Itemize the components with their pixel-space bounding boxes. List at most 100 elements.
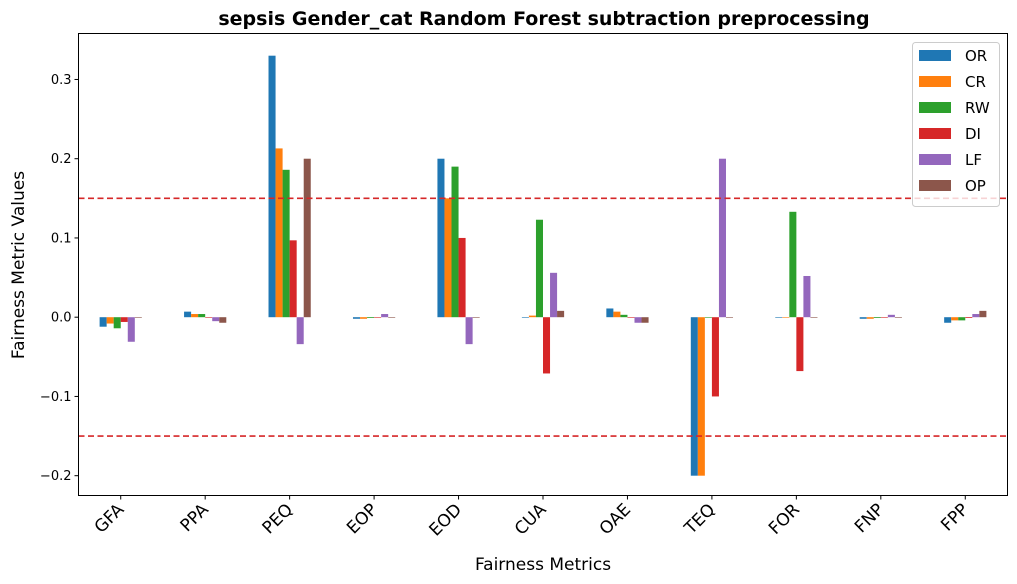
bar-lf-eod <box>465 317 473 345</box>
bar-lf-eop <box>381 314 389 318</box>
threshold-lines <box>78 197 1008 437</box>
bar-rw-gfa <box>113 317 121 329</box>
legend-swatch-or <box>919 50 951 61</box>
bar-cr-oae <box>613 311 621 318</box>
bar-lf-teq <box>718 158 726 318</box>
bar-rw-peq <box>282 169 290 318</box>
bar-lf-gfa <box>127 317 135 342</box>
bar-op-eod <box>472 317 480 318</box>
legend-label-rw: RW <box>965 99 990 117</box>
y-tick-label: 0.1 <box>51 231 72 246</box>
x-tick-label-for: FOR <box>765 500 804 539</box>
x-tick-label-fpp: FPP <box>937 500 973 536</box>
legend-swatch-op <box>919 180 951 191</box>
bar-or-fpp <box>944 317 952 323</box>
x-tick-label-ppa: PPA <box>177 500 213 536</box>
bar-cr-fpp <box>951 317 959 321</box>
x-tick-label-cua: CUA <box>511 500 551 540</box>
legend-label-op: OP <box>965 177 986 195</box>
x-tick-label-gfa: GFA <box>91 500 129 538</box>
bar-di-teq <box>711 317 719 397</box>
bar-op-eop <box>388 317 396 318</box>
bar-di-gfa <box>120 317 128 322</box>
bar-rw-ppa <box>198 314 206 318</box>
bar-rw-teq <box>704 317 712 318</box>
bar-di-peq <box>289 240 297 318</box>
bar-or-ppa <box>184 311 192 318</box>
bar-rw-fpp <box>958 317 966 321</box>
bar-lf-fnp <box>887 314 895 318</box>
legend-swatch-cr <box>919 76 951 87</box>
bar-lf-oae <box>634 317 642 323</box>
bar-or-gfa <box>99 317 107 327</box>
bar-di-fnp <box>880 317 888 318</box>
x-axis-ticks: GFA PPA PEQ EOP EOD CUA OAE TEQ FOR FNP FPP <box>91 495 973 540</box>
x-tick-label-oae: OAE <box>596 500 635 539</box>
bar-cr-for <box>782 317 790 318</box>
bar-lf-cua <box>550 272 558 318</box>
x-tick-label-eod: EOD <box>426 500 466 540</box>
bar-or-eop <box>352 317 361 319</box>
bar-di-fpp <box>965 317 973 318</box>
x-tick-label-teq: TEQ <box>680 500 719 539</box>
bar-di-cua <box>543 317 551 374</box>
bar-rw-for <box>789 211 797 318</box>
legend: OR CR RW DI LF OP <box>912 42 1000 207</box>
bar-di-ppa <box>205 317 213 318</box>
legend-label-cr: CR <box>965 73 986 91</box>
bar-op-fpp <box>979 310 987 318</box>
x-tick-label-peq: PEQ <box>259 500 297 538</box>
bar-rw-cua <box>535 219 543 318</box>
bar-or-teq <box>690 317 698 476</box>
bar-or-peq <box>268 55 276 318</box>
bar-op-cua <box>557 310 565 318</box>
y-tick-label: 0.2 <box>51 152 72 167</box>
bar-lf-peq <box>296 317 304 345</box>
bar-op-fnp <box>894 317 902 318</box>
bar-cr-teq <box>697 317 705 476</box>
bar-cr-eop <box>360 317 368 319</box>
bar-cr-eod <box>444 198 452 318</box>
bars-layer <box>99 55 987 476</box>
bar-op-gfa <box>134 317 142 318</box>
bar-di-for <box>796 317 804 372</box>
bar-di-oae <box>627 317 635 318</box>
x-tick-label-eop: EOP <box>343 500 381 538</box>
legend-swatch-lf <box>919 154 951 165</box>
bar-lf-for <box>803 275 811 318</box>
y-axis-label: Fairness Metric Values <box>9 171 29 359</box>
x-tick-label-fnp: FNP <box>851 500 888 537</box>
legend-label-or: OR <box>965 47 987 65</box>
bar-lf-ppa <box>212 317 220 322</box>
bar-or-eod <box>437 158 445 318</box>
bar-op-for <box>810 317 818 318</box>
bar-or-for <box>775 317 783 318</box>
bar-op-oae <box>641 317 649 323</box>
legend-swatch-rw <box>919 102 951 113</box>
bar-cr-gfa <box>106 317 114 324</box>
bar-op-ppa <box>219 317 227 323</box>
bar-cr-cua <box>528 315 536 318</box>
bar-rw-eod <box>451 166 459 318</box>
bar-cr-peq <box>275 148 283 318</box>
y-tick-label: 0.0 <box>51 311 72 326</box>
bar-rw-fnp <box>873 317 881 318</box>
bar-op-teq <box>725 317 734 318</box>
bar-rw-eop <box>367 317 375 318</box>
bar-cr-ppa <box>191 314 199 318</box>
bar-or-fnp <box>859 317 867 319</box>
bar-di-eop <box>374 317 382 318</box>
y-axis-ticks: −0.2 −0.1 0.0 0.1 0.2 0.3 <box>40 73 79 484</box>
y-tick-label: −0.1 <box>40 390 72 405</box>
bar-op-peq <box>303 158 311 318</box>
bar-or-cua <box>521 317 529 318</box>
legend-label-di: DI <box>965 125 981 143</box>
chart-title: sepsis Gender_cat Random Forest subtract… <box>218 8 869 30</box>
legend-label-lf: LF <box>965 151 982 169</box>
x-axis-label: Fairness Metrics <box>475 555 611 575</box>
legend-swatch-di <box>919 128 951 139</box>
bar-di-eod <box>458 237 466 318</box>
bar-lf-fpp <box>972 314 980 318</box>
y-tick-label: 0.3 <box>51 73 72 88</box>
